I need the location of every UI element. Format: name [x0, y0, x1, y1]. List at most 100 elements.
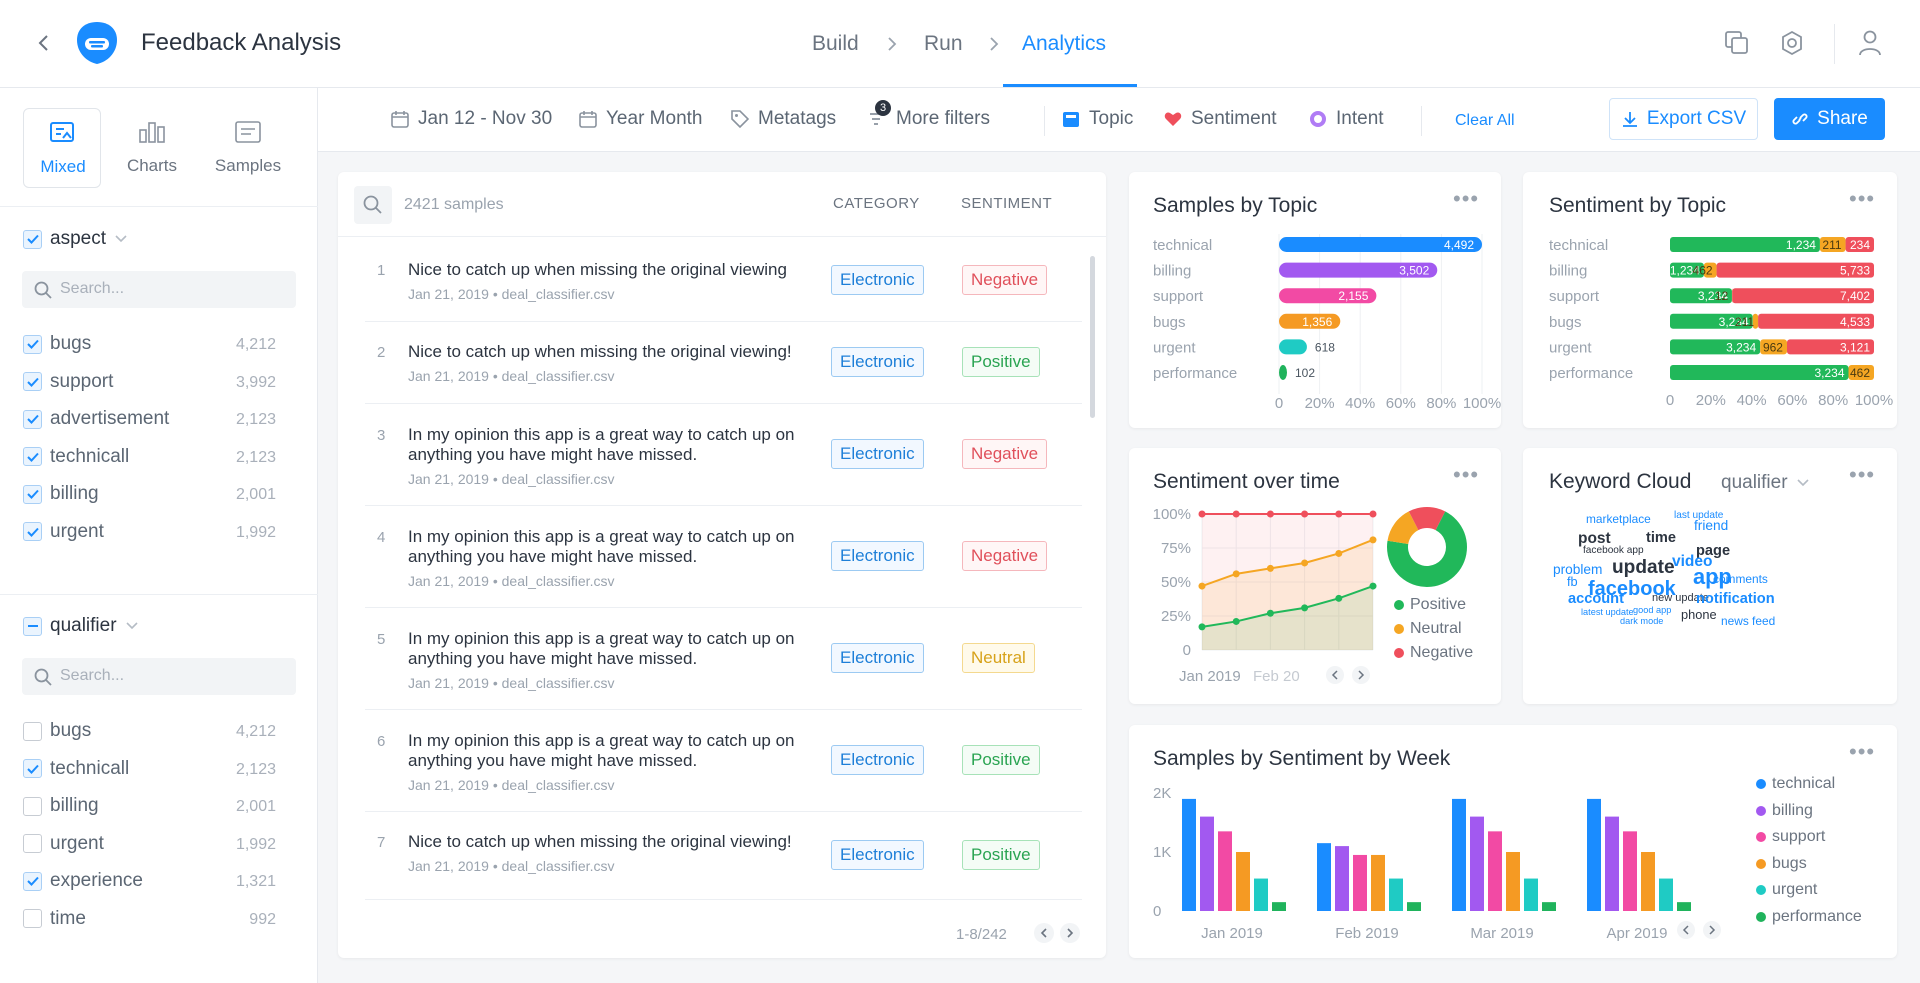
bar-segment[interactable]	[1670, 262, 1704, 278]
bar[interactable]	[1182, 798, 1196, 911]
option-checkbox[interactable]	[23, 909, 42, 928]
qualifier-header[interactable]: qualifier	[23, 615, 139, 637]
column-header-sentiment[interactable]: SENTIMENT	[961, 195, 1053, 212]
bar[interactable]	[1542, 902, 1556, 911]
pie-slice[interactable]	[1387, 511, 1419, 545]
bar[interactable]	[1254, 878, 1268, 911]
keyword[interactable]: last update	[1674, 510, 1724, 521]
data-point[interactable]	[1266, 564, 1274, 572]
prev-page-button[interactable]	[1034, 923, 1054, 943]
option-checkbox[interactable]	[23, 522, 42, 541]
pie-slice[interactable]	[1408, 507, 1446, 531]
data-point[interactable]	[1301, 604, 1309, 612]
pie-slice[interactable]	[1387, 511, 1467, 587]
bar-segment[interactable]	[1786, 339, 1874, 355]
option-checkbox[interactable]	[23, 871, 42, 891]
keyword[interactable]: update	[1612, 557, 1675, 578]
qualifier-search-input[interactable]: Search...	[22, 658, 296, 695]
bar-segment[interactable]	[1670, 313, 1753, 329]
table-row[interactable]	[365, 506, 1082, 608]
category-badge[interactable]: Electronic	[831, 840, 924, 870]
granularity-filter[interactable]: Year Month	[578, 108, 702, 130]
option-checkbox[interactable]	[23, 759, 42, 778]
prev-period-button[interactable]	[1326, 666, 1344, 684]
data-point[interactable]	[1369, 510, 1377, 518]
tab-mixed[interactable]: Mixed	[23, 108, 101, 188]
bar-segment[interactable]	[1819, 237, 1846, 252]
option-checkbox[interactable]	[23, 409, 42, 429]
keyword[interactable]: latest update	[1581, 607, 1634, 617]
bar[interactable]	[1272, 902, 1286, 911]
filter-option[interactable]: bugs	[23, 333, 91, 355]
bar-segment[interactable]	[1716, 262, 1874, 278]
aspect-search-input[interactable]: Search...	[22, 271, 296, 308]
bar[interactable]	[1353, 854, 1367, 911]
keyword[interactable]: news feed	[1721, 614, 1776, 628]
topic-toggle[interactable]: Topic	[1061, 108, 1133, 130]
bar-segment[interactable]	[1758, 313, 1874, 329]
keyword[interactable]: app	[1693, 564, 1732, 589]
bar-segment[interactable]	[1845, 237, 1874, 252]
keyword[interactable]: good app	[1633, 605, 1672, 615]
bar[interactable]	[1605, 816, 1619, 911]
bar[interactable]	[1335, 846, 1349, 911]
option-checkbox[interactable]	[23, 334, 42, 354]
next-period-button[interactable]	[1703, 921, 1721, 939]
keyword[interactable]: account	[1568, 591, 1624, 607]
table-row[interactable]	[365, 710, 1082, 812]
category-badge[interactable]: Electronic	[831, 541, 924, 571]
filter-option[interactable]: urgent	[23, 521, 104, 543]
keyword[interactable]: notification	[1696, 591, 1775, 607]
category-badge[interactable]: Electronic	[831, 265, 924, 295]
filter-option[interactable]: billing	[23, 795, 99, 817]
nav-run[interactable]: Run	[924, 32, 963, 55]
sentiment-toggle[interactable]: Sentiment	[1163, 108, 1277, 130]
data-point[interactable]	[1198, 510, 1206, 518]
nav-analytics[interactable]: Analytics	[1022, 32, 1107, 55]
clear-all-link[interactable]: Clear All	[1455, 112, 1515, 129]
settings-icon[interactable]	[1778, 29, 1806, 57]
sentiment-badge[interactable]: Positive	[962, 840, 1040, 870]
filter-option[interactable]: experience	[23, 870, 143, 892]
bar[interactable]	[1279, 313, 1341, 329]
keyword[interactable]: marketplace	[1586, 512, 1651, 526]
export-csv-button[interactable]: Export CSV	[1609, 98, 1758, 140]
keyword[interactable]: comments	[1713, 572, 1768, 586]
keyword[interactable]: time	[1646, 530, 1677, 546]
sentiment-badge[interactable]: Negative	[962, 439, 1048, 469]
tab-charts[interactable]: Charts	[112, 108, 192, 188]
filter-option[interactable]: technicall	[23, 758, 129, 780]
scrollbar-thumb[interactable]	[1090, 256, 1095, 418]
bar[interactable]	[1279, 237, 1482, 252]
tab-samples[interactable]: Samples	[206, 108, 290, 188]
copy-icon[interactable]	[1724, 30, 1750, 56]
option-checkbox[interactable]	[23, 484, 42, 504]
bar[interactable]	[1452, 798, 1466, 911]
filter-option[interactable]: technicall	[23, 446, 129, 468]
bar-segment[interactable]	[1760, 339, 1787, 355]
keyword[interactable]: dark mode	[1620, 616, 1664, 626]
data-point[interactable]	[1301, 510, 1309, 518]
bar-segment[interactable]	[1752, 313, 1759, 329]
user-icon[interactable]	[1858, 29, 1882, 57]
bar[interactable]	[1407, 902, 1421, 911]
keyword[interactable]: post	[1578, 530, 1611, 547]
bar-segment[interactable]	[1670, 237, 1820, 252]
next-period-button[interactable]	[1352, 666, 1370, 684]
keyword[interactable]: page	[1696, 543, 1731, 559]
bar[interactable]	[1200, 816, 1214, 911]
sentiment-badge[interactable]: Positive	[962, 347, 1040, 377]
intent-toggle[interactable]: Intent	[1308, 108, 1384, 130]
aspect-checkbox[interactable]	[23, 229, 42, 249]
bar[interactable]	[1279, 288, 1377, 304]
more-options-icon[interactable]: •••	[1849, 739, 1876, 764]
column-header-category[interactable]: CATEGORY	[833, 195, 920, 212]
more-filters-button[interactable]: 3 More filters	[868, 100, 990, 130]
data-point[interactable]	[1335, 549, 1343, 557]
bar[interactable]	[1677, 902, 1691, 911]
more-options-icon[interactable]: •••	[1849, 462, 1876, 487]
sentiment-badge[interactable]: Positive	[962, 745, 1040, 775]
prev-period-button[interactable]	[1677, 921, 1695, 939]
filter-option[interactable]: support	[23, 371, 113, 393]
data-point[interactable]	[1198, 582, 1206, 590]
